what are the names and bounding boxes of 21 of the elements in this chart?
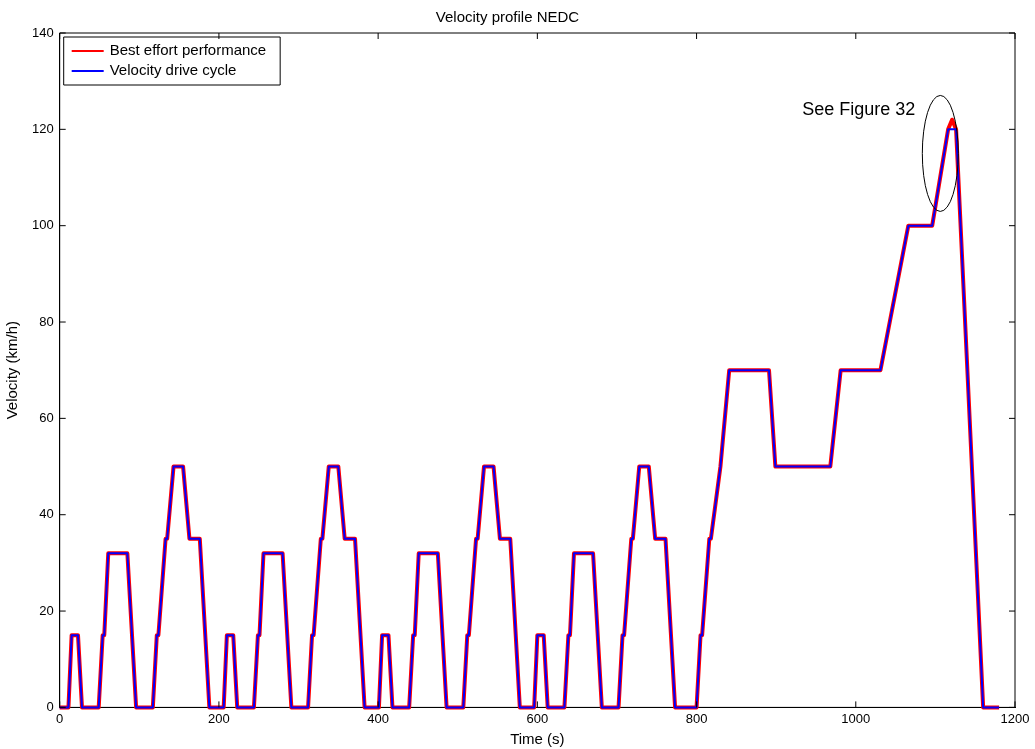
y-tick-label: 120 [31, 120, 54, 136]
y-tick-label: 140 [31, 24, 54, 40]
y-tick-label: 40 [39, 506, 54, 522]
x-tick-label: 200 [208, 710, 230, 726]
y-tick-label: 0 [46, 698, 54, 714]
y-tick-label: 20 [39, 602, 54, 618]
x-tick-label: 1200 [1000, 710, 1030, 726]
x-tick-label: 1000 [841, 710, 871, 726]
y-axis-title: Velocity (km/h) [3, 321, 21, 420]
legend-label: Velocity drive cycle [109, 61, 237, 79]
chart-title: Velocity profile NEDC [435, 8, 580, 26]
x-tick-label: 800 [685, 710, 708, 726]
x-tick-label: 600 [526, 710, 549, 726]
annotation: See Figure 32 [802, 99, 916, 120]
y-tick-label: 80 [39, 313, 54, 329]
x-tick-label: 400 [367, 710, 389, 726]
x-axis-title: Time (s) [510, 730, 565, 748]
y-tick-label: 100 [31, 217, 54, 233]
x-tick-label: 0 [56, 710, 64, 726]
y-tick-label: 60 [39, 409, 54, 425]
legend-label: Best effort performance [109, 41, 267, 59]
